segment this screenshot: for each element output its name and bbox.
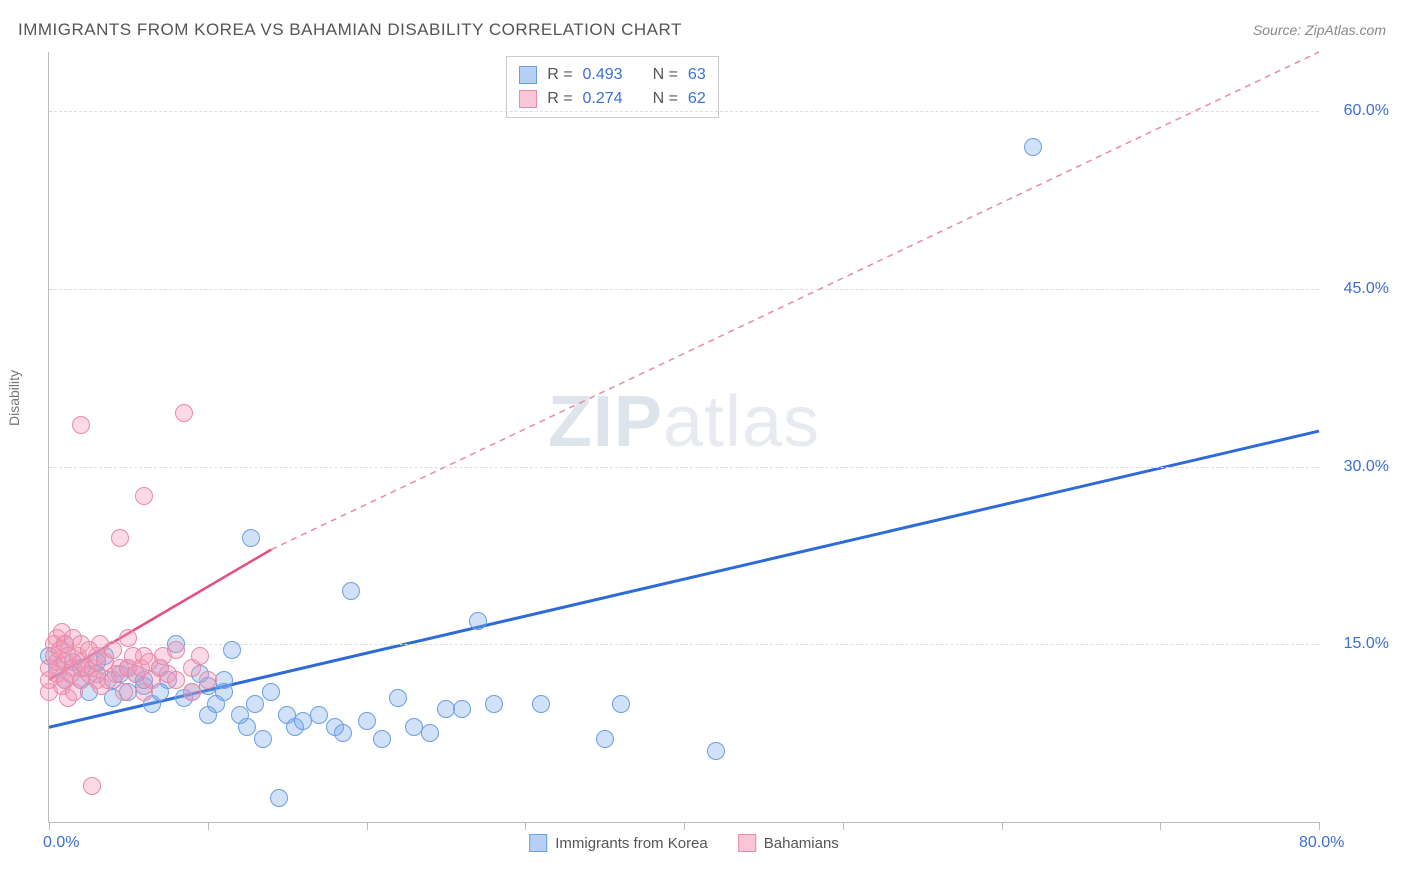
data-point [532,695,550,713]
legend-label: Immigrants from Korea [555,835,708,852]
data-point [238,718,256,736]
data-point [167,641,185,659]
y-tick-label: 45.0% [1329,280,1389,298]
stats-row: R = 0.274 N = 62 [519,87,706,111]
data-point [183,683,201,701]
data-point [242,529,260,547]
x-axis-max-label: 80.0% [1299,834,1344,852]
trend-line [271,52,1319,550]
data-point [469,612,487,630]
data-point [270,789,288,807]
y-tick-label: 15.0% [1329,635,1389,653]
trend-line [49,431,1319,727]
gridline-h [49,289,1319,290]
n-value: 62 [688,87,706,111]
x-tick [208,822,209,830]
data-point [421,724,439,742]
n-label: N = [653,87,678,111]
data-point [358,712,376,730]
data-point [246,695,264,713]
series-swatch [738,834,756,852]
data-point [707,742,725,760]
data-point [342,582,360,600]
correlation-stats-box: R = 0.493 N = 63 R = 0.274 N = 62 [506,56,719,118]
data-point [596,730,614,748]
r-value: 0.493 [583,63,623,87]
x-tick [1002,822,1003,830]
r-label: R = [547,87,572,111]
series-swatch [519,66,537,84]
y-axis-label: Disability [6,370,22,426]
data-point [215,683,233,701]
data-point [135,487,153,505]
source-attribution: Source: ZipAtlas.com [1253,22,1386,38]
data-point [485,695,503,713]
chart-title: IMMIGRANTS FROM KOREA VS BAHAMIAN DISABI… [18,20,682,40]
data-point [334,724,352,742]
x-tick [367,822,368,830]
data-point [254,730,272,748]
data-point [115,683,133,701]
r-value: 0.274 [583,87,623,111]
data-point [167,671,185,689]
gridline-h [49,111,1319,112]
n-value: 63 [688,63,706,87]
gridline-h [49,467,1319,468]
series-swatch [529,834,547,852]
legend-item: Bahamians [738,834,839,852]
series-swatch [519,90,537,108]
r-label: R = [547,63,572,87]
data-point [310,706,328,724]
x-tick [843,822,844,830]
x-tick [49,822,50,830]
legend-item: Immigrants from Korea [529,834,708,852]
data-point [72,416,90,434]
data-point [262,683,280,701]
x-axis-min-label: 0.0% [43,834,79,852]
data-point [104,641,122,659]
data-point [191,647,209,665]
data-point [453,700,471,718]
data-point [111,529,129,547]
data-point [223,641,241,659]
y-tick-label: 60.0% [1329,102,1389,120]
legend-label: Bahamians [764,835,839,852]
x-tick [1319,822,1320,830]
data-point [373,730,391,748]
series-legend: Immigrants from Korea Bahamians [529,834,839,852]
data-point [119,629,137,647]
data-point [389,689,407,707]
stats-row: R = 0.493 N = 63 [519,63,706,87]
data-point [175,404,193,422]
x-tick [1160,822,1161,830]
x-tick [525,822,526,830]
y-tick-label: 30.0% [1329,458,1389,476]
data-point [612,695,630,713]
x-tick [684,822,685,830]
data-point [1024,138,1042,156]
n-label: N = [653,63,678,87]
data-point [83,777,101,795]
data-point [199,671,217,689]
scatter-plot-area: ZIPatlas R =0.493N =63R =0.274N =62 Immi… [48,52,1319,823]
